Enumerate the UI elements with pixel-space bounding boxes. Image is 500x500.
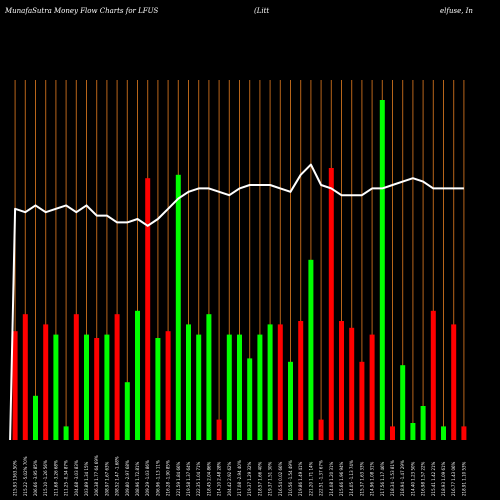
bar — [33, 395, 38, 440]
x-tick-label: 214.05 -1.13 74% — [349, 460, 354, 496]
x-tick-label: 215.66 1.96 94% — [339, 461, 344, 496]
x-tick-label: 214.08 1.20 31% — [329, 461, 334, 496]
bar — [226, 334, 232, 440]
x-tick-label: 218.93 1.09 61% — [441, 461, 446, 496]
x-tick-label: 215.37 1.63 33% — [359, 461, 364, 496]
bar — [135, 310, 140, 440]
bar — [420, 406, 426, 440]
bar — [124, 382, 130, 440]
bar — [155, 338, 161, 440]
bar — [84, 334, 89, 440]
x-tick-label: 219.37 1.29 32% — [247, 461, 252, 496]
x-tick-label: 208.96 1.72.81% — [135, 461, 140, 496]
x-tick-label: 218.91 1.10 53% — [461, 461, 466, 496]
x-tick-label: 217.56 1.17 46% — [380, 461, 385, 496]
bar-series — [12, 100, 467, 441]
bar — [410, 423, 416, 440]
bar — [43, 324, 49, 440]
x-tick-label: 215.93 1363.50% — [13, 460, 18, 496]
bar — [53, 334, 59, 440]
x-tick-label: 214.10 2.48 28% — [217, 461, 222, 496]
x-tick-label: 219.58 1.37 64% — [186, 461, 191, 496]
bar — [277, 324, 283, 440]
x-tick-label: 222.51 -1.37 67% — [319, 460, 324, 496]
bar — [288, 361, 293, 440]
x-tick-label: 211.68 -3.26 68% — [53, 460, 58, 496]
bar — [379, 100, 385, 440]
bar — [349, 327, 355, 440]
bar — [114, 314, 120, 440]
x-tick-label: 216.98 1.57 22% — [421, 461, 426, 496]
bar — [165, 331, 171, 440]
bar — [451, 324, 457, 440]
x-tick-label: 214.96 1.08 31% — [370, 461, 375, 496]
x-tick-label: 206.38 1.77 64 69% — [94, 455, 99, 496]
x-tick-label: 209.29 -1.03 86% — [145, 460, 150, 496]
bar — [237, 334, 242, 440]
x-tick-label: 221.59 1.84 66% — [176, 461, 181, 496]
bar — [400, 365, 406, 440]
money-flow-line — [9, 163, 464, 441]
bar — [175, 174, 181, 441]
x-tick-label: 215.22 -5.02% 70% — [23, 456, 28, 496]
bar — [441, 426, 446, 440]
x-tick-label: 218.34 -1.53 81% — [390, 460, 395, 496]
x-tick-label: 219.86 1.49 41% — [298, 461, 303, 496]
bar — [267, 324, 273, 440]
chart-title-right: elfuse, In — [440, 7, 473, 15]
x-tick-label: 222.35 1.04 71% — [196, 461, 201, 496]
bar — [196, 334, 202, 440]
x-tick-label: 211.25 -0.34 87% — [64, 460, 69, 496]
bar — [247, 358, 253, 440]
x-tick-label: 210.56 -1.54 49% — [288, 460, 293, 496]
bar — [12, 331, 18, 440]
bar — [318, 419, 324, 440]
x-tick-label: 216.54 0.02 66% — [278, 461, 283, 496]
chart-title-mid: (Litt — [254, 7, 269, 15]
x-tick-label: 217.08 -2.94 40% — [237, 460, 242, 496]
x-tick-label: 219.37 1.51 30% — [268, 461, 273, 496]
bar — [461, 426, 467, 440]
x-tick-label: 206.96 -1.13 11% — [155, 460, 160, 496]
bar — [73, 314, 79, 440]
x-tick-label: 218.94 -1.47 29% — [400, 460, 405, 496]
bar — [339, 321, 344, 440]
line-series — [9, 163, 464, 441]
x-tick-label: 203.89 1.34 15% — [84, 461, 89, 496]
chart-title-left: MunafaSutra Money Flow Charts for LFUS — [4, 7, 159, 15]
bar — [186, 324, 191, 440]
bar — [369, 334, 375, 440]
bar — [22, 314, 28, 440]
bar — [359, 361, 365, 440]
bar — [63, 426, 69, 440]
x-tick-label: 216.77 1.43 06% — [451, 461, 456, 496]
x-tick-label: 204.68 -3.03 83% — [74, 460, 79, 496]
x-tick-label: 204.42 2.92 62% — [227, 461, 232, 496]
bar — [257, 334, 263, 440]
bar — [430, 310, 436, 440]
x-tick-label: 218.45 2.04 86% — [206, 461, 211, 496]
x-tick-label: 215.41 1.42 21% — [431, 461, 436, 496]
bar — [328, 168, 334, 440]
x-tick-label: 209.80 -2.97 68% — [125, 460, 130, 496]
x-tick-label: 208.52 1.47 -1.68% — [115, 456, 120, 496]
x-tick-label: 208.97 1.67 63% — [104, 461, 109, 496]
x-tick-labels: 215.93 1363.50% 215.22 -5.02% 70% 206.66 -… — [13, 455, 467, 496]
x-tick-label: 214.40 1.23 50% — [410, 461, 415, 496]
x-tick-label: 206.66 -3.95 85% — [33, 460, 38, 496]
x-tick-label: 221.20 1.71 14% — [308, 461, 313, 496]
bar — [104, 334, 110, 440]
x-tick-label: 216.28 -1.90 85% — [166, 460, 171, 496]
bar — [145, 178, 151, 440]
bar — [206, 314, 212, 440]
x-tick-label: 215.10 -1.26 56% — [43, 460, 48, 496]
bar — [216, 419, 222, 440]
bar — [94, 338, 100, 440]
bar — [298, 321, 304, 440]
bar — [390, 426, 395, 440]
x-tick-label: 218.57 1.66 40% — [257, 461, 262, 496]
bar — [308, 259, 314, 440]
